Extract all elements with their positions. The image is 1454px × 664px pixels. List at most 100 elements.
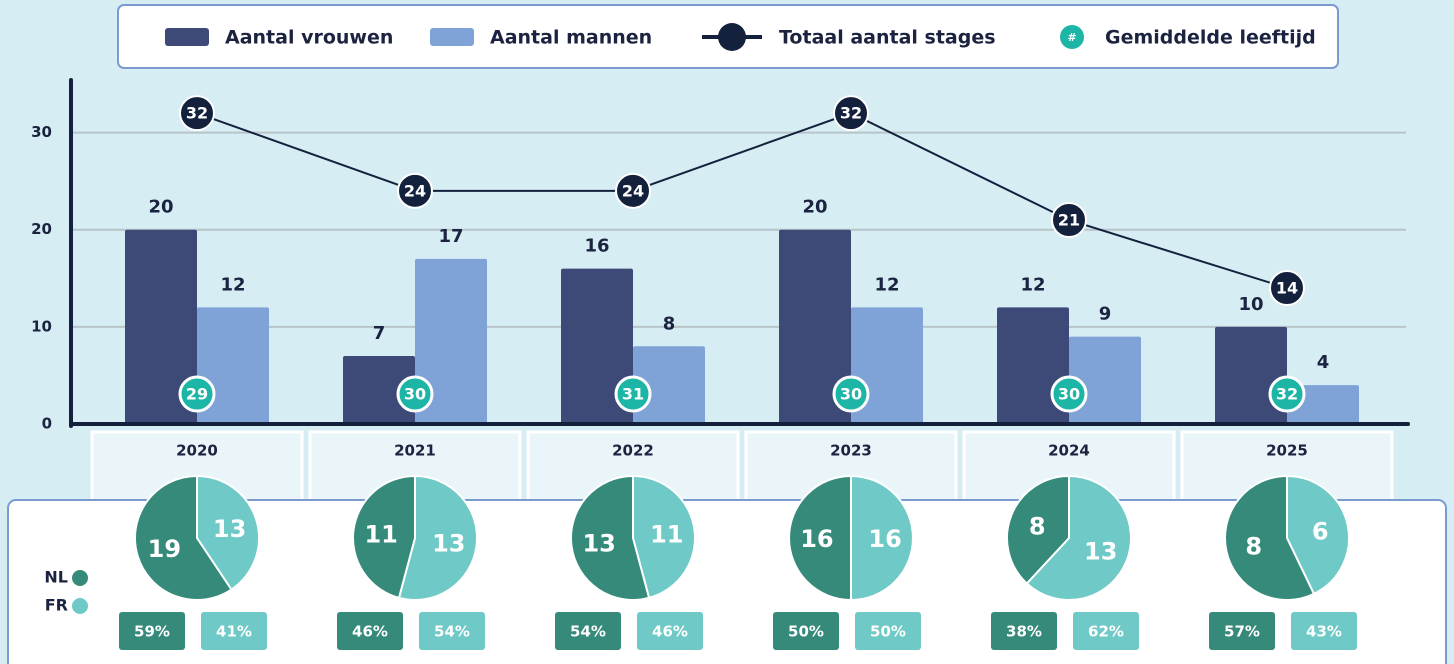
age-badge — [614, 375, 652, 413]
age-badge-label: 29 — [186, 385, 208, 404]
bar-value-label: 12 — [874, 274, 899, 295]
age-badge-label: 30 — [404, 385, 426, 404]
pie-legend-dot — [72, 598, 88, 614]
share-box — [773, 612, 839, 650]
line-point — [1051, 202, 1087, 238]
bar — [633, 346, 705, 424]
pie-slice — [632, 474, 696, 600]
bar — [1069, 336, 1141, 424]
pie-slice — [1224, 474, 1316, 601]
x-tick-label: 2025 — [1266, 442, 1308, 460]
pie-value-label: 13 — [432, 529, 465, 557]
total-line — [196, 112, 1288, 289]
share-box — [1291, 612, 1357, 650]
pie-slice — [1286, 474, 1350, 596]
share-box — [637, 612, 703, 650]
pie-slice — [1025, 474, 1132, 601]
share-label: 50% — [870, 623, 906, 641]
bar-value-label: 20 — [148, 197, 173, 218]
share-box — [201, 612, 267, 650]
share-box — [419, 612, 485, 650]
share-label: 46% — [352, 623, 388, 641]
legend-label: Aantal mannen — [490, 27, 652, 49]
x-tick-label: 2024 — [1048, 442, 1090, 460]
share-box — [337, 612, 403, 650]
legend-label: Totaal aantal stages — [779, 27, 996, 49]
y-tick-label: 0 — [42, 415, 52, 433]
pie-value-label: 16 — [800, 525, 833, 553]
bar-value-label: 7 — [373, 323, 386, 344]
bar-value-label: 9 — [1099, 304, 1112, 325]
age-badge-label: 30 — [1058, 385, 1080, 404]
legend-swatch — [430, 28, 474, 46]
bar-value-label: 8 — [663, 313, 676, 334]
bar-value-label: 12 — [1020, 274, 1045, 295]
pie-value-label: 19 — [148, 535, 181, 563]
bar — [415, 258, 487, 424]
y-tick-label: 30 — [31, 123, 52, 141]
share-label: 41% — [216, 623, 252, 641]
age-badge — [1050, 375, 1088, 413]
share-label: 38% — [1006, 623, 1042, 641]
line-point — [397, 172, 433, 209]
pie-value-label: 16 — [868, 525, 901, 553]
bar-value-label: 20 — [802, 197, 827, 218]
pie-slice — [397, 474, 478, 601]
share-label: 59% — [134, 623, 170, 641]
pie-slice — [1006, 474, 1070, 585]
share-label: 43% — [1306, 623, 1342, 641]
line-point-label: 32 — [186, 104, 208, 123]
legend-badge-text: # — [1067, 31, 1076, 44]
share-label: 54% — [434, 623, 470, 641]
pie-value-label: 11 — [364, 521, 397, 549]
share-label: 57% — [1224, 623, 1260, 641]
bar — [779, 229, 851, 424]
legend-swatch — [165, 28, 209, 46]
pie-legend-dot — [72, 570, 88, 586]
pie-slice — [570, 474, 651, 601]
pie-value-label: 11 — [650, 521, 683, 549]
line-point — [1269, 270, 1305, 306]
pie-slice — [850, 474, 914, 602]
y-tick-label: 20 — [31, 220, 52, 238]
legend-dot — [718, 23, 746, 51]
x-tick-label: 2023 — [830, 442, 872, 460]
share-label: 46% — [652, 623, 688, 641]
x-tick-label: 2021 — [394, 442, 436, 460]
bar-value-label: 10 — [1238, 294, 1263, 315]
pie-value-label: 8 — [1029, 513, 1046, 541]
age-badge-label: 31 — [622, 385, 644, 404]
pie-value-label: 13 — [582, 529, 615, 557]
pie-slice — [352, 474, 416, 600]
share-box — [119, 612, 185, 650]
age-badge — [178, 375, 216, 413]
legend-label: Aantal vrouwen — [225, 27, 393, 49]
pie-slice — [788, 474, 852, 602]
line-point-label: 14 — [1276, 279, 1298, 298]
share-label: 62% — [1088, 623, 1124, 641]
age-badge-label: 30 — [840, 385, 862, 404]
age-badge — [396, 375, 434, 413]
y-tick-label: 10 — [31, 317, 52, 335]
age-badge — [832, 375, 870, 413]
bar-value-label: 4 — [1317, 352, 1330, 373]
bar — [343, 356, 415, 424]
share-box — [1073, 612, 1139, 650]
age-badge-label: 32 — [1276, 385, 1298, 404]
pie-value-label: 6 — [1312, 517, 1329, 545]
line-point-label: 32 — [840, 104, 862, 123]
bar-value-label: 12 — [220, 274, 245, 295]
bar-value-label: 17 — [438, 226, 463, 247]
line-point — [615, 172, 651, 209]
pie-legend-label: FR — [45, 596, 68, 615]
x-tick-label: 2020 — [176, 442, 218, 460]
legend-label: Gemiddelde leeftijd — [1105, 27, 1316, 49]
pie-legend-label: NL — [44, 568, 68, 587]
share-box — [991, 612, 1057, 650]
legend-badge — [1060, 25, 1084, 49]
age-badge — [1268, 375, 1306, 413]
line-point-label: 21 — [1058, 211, 1080, 230]
share-label: 54% — [570, 623, 606, 641]
